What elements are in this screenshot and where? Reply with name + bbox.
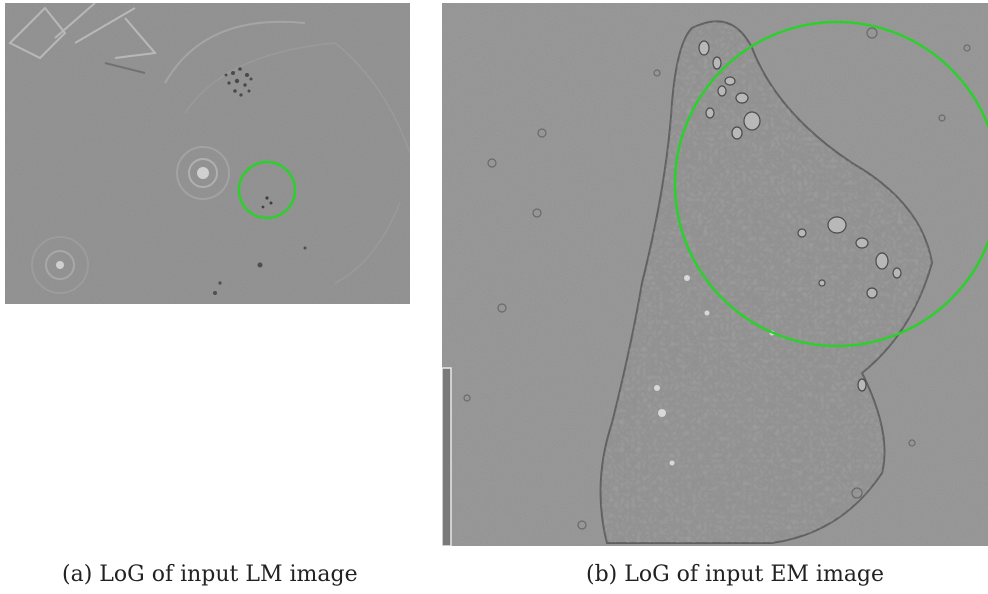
em-vesicles: [698, 40, 902, 392]
lm-detection-circle: [237, 160, 297, 220]
ripple-bottom-left: [31, 236, 89, 294]
left-edge-bar: [442, 367, 452, 546]
em-log-image: [442, 3, 988, 546]
ripple-center: [176, 146, 230, 200]
debris-top-left: [8, 3, 157, 74]
em-specks: [463, 27, 971, 530]
lm-log-image: [5, 3, 410, 304]
dot-cluster: [224, 67, 253, 97]
caption-a: (a) LoG of input LM image: [62, 562, 358, 587]
em-detection-circle: [673, 20, 988, 348]
cell-edge-curve: [164, 20, 306, 84]
caption-b: (b) LoG of input EM image: [586, 562, 885, 587]
